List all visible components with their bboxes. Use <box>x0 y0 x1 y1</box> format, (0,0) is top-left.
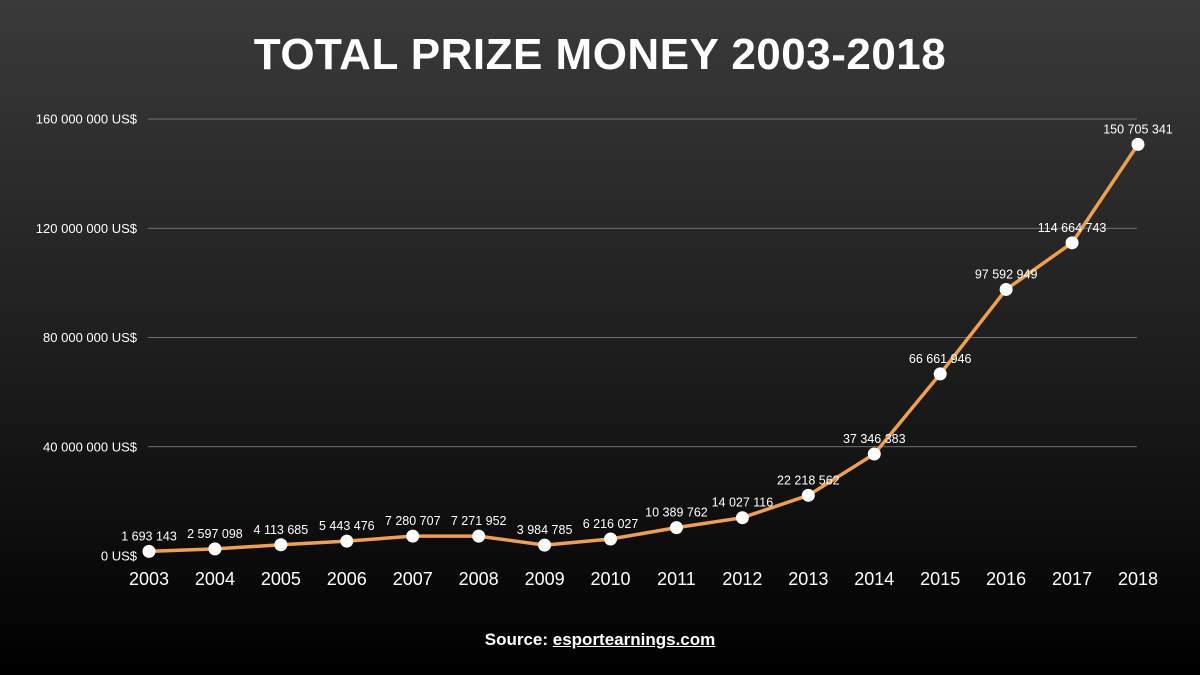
x-tick-label: 2017 <box>1052 569 1092 589</box>
grid-lines <box>148 118 1137 448</box>
x-tick-label: 2003 <box>129 569 169 589</box>
x-tick-label: 2011 <box>657 569 696 589</box>
source-prefix: Source: <box>484 630 553 649</box>
data-labels: 1 693 143 2 597 098 4 113 685 5 443 476 7 28… <box>121 122 1173 543</box>
data-point <box>472 529 486 543</box>
data-point <box>208 542 222 556</box>
data-label: 97 592 949 <box>975 267 1038 281</box>
y-tick-label: 0 US$ <box>101 549 138 564</box>
data-label: 3 984 785 <box>517 523 573 537</box>
x-tick-label: 2007 <box>393 569 433 589</box>
y-tick-label: 120 000 000 US$ <box>36 221 138 236</box>
x-tick-label: 2015 <box>920 569 960 589</box>
data-point <box>933 367 947 381</box>
x-tick-label: 2018 <box>1118 569 1158 589</box>
data-label: 14 027 116 <box>712 496 774 510</box>
data-label: 37 346 383 <box>843 432 906 446</box>
data-label: 7 271 952 <box>451 514 507 528</box>
data-point <box>142 544 156 558</box>
data-label: 66 661 946 <box>909 352 972 366</box>
data-label: 5 443 476 <box>319 519 375 533</box>
data-point <box>340 534 354 548</box>
data-point <box>999 282 1013 296</box>
x-axis-tick-labels: 2003 2004 2005 2006 2007 2008 2009 2010 2011 2012… <box>129 569 1158 589</box>
data-point <box>274 538 288 552</box>
data-label: 2 597 098 <box>187 527 243 541</box>
x-tick-label: 2010 <box>591 569 631 589</box>
y-tick-label: 40 000 000 US$ <box>43 439 138 454</box>
x-tick-label: 2012 <box>722 569 762 589</box>
x-tick-label: 2005 <box>261 569 301 589</box>
data-label: 150 705 341 <box>1103 122 1173 136</box>
data-point <box>538 538 552 552</box>
data-label: 114 664 743 <box>1038 221 1107 235</box>
source-attribution: Source: esportearnings.com <box>0 630 1200 650</box>
x-tick-label: 2014 <box>854 569 894 589</box>
x-tick-label: 2006 <box>327 569 367 589</box>
x-tick-label: 2004 <box>195 569 235 589</box>
data-point <box>1065 236 1079 250</box>
x-tick-label: 2009 <box>525 569 565 589</box>
data-point <box>669 521 683 535</box>
data-label: 22 218 562 <box>777 473 840 487</box>
data-point <box>867 447 881 461</box>
y-tick-label: 80 000 000 US$ <box>43 330 138 345</box>
x-tick-label: 2016 <box>986 569 1026 589</box>
data-point <box>1131 137 1145 151</box>
data-label: 7 280 707 <box>385 514 441 528</box>
data-label: 10 389 762 <box>645 506 708 520</box>
x-tick-label: 2008 <box>459 569 499 589</box>
data-label: 4 113 685 <box>254 523 309 537</box>
y-axis-tick-labels: 0 US$ 40 000 000 US$ 80 000 000 US$ 120 000… <box>36 112 138 564</box>
data-point <box>604 532 618 546</box>
data-label: 1 693 143 <box>121 529 177 543</box>
data-point <box>801 488 815 502</box>
x-tick-label: 2013 <box>788 569 828 589</box>
data-point-markers <box>142 137 1145 558</box>
source-link[interactable]: esportearnings.com <box>552 630 716 649</box>
series-line <box>147 142 1140 554</box>
data-point <box>406 529 420 543</box>
series-line-group <box>147 142 1140 554</box>
y-tick-label: 160 000 000 US$ <box>36 112 138 127</box>
data-point <box>735 511 749 525</box>
chart-title: TOTAL PRIZE MONEY 2003-2018 <box>253 30 947 79</box>
data-label: 6 216 027 <box>583 517 639 531</box>
